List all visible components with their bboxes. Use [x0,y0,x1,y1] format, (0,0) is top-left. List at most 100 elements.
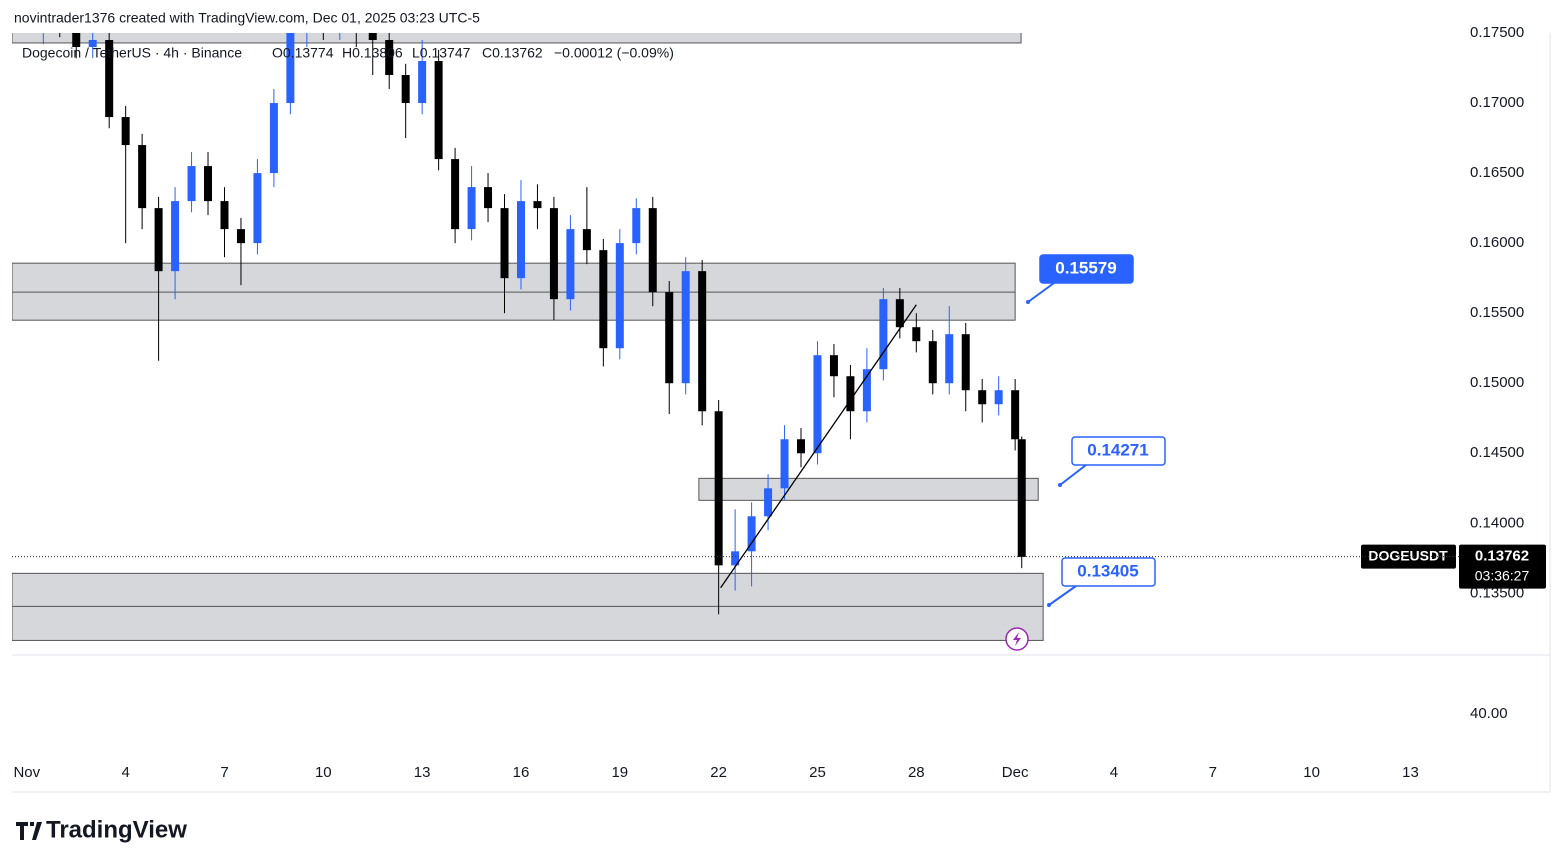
y-tick-label: 0.16000 [1470,234,1524,251]
callout-label: 0.15579 [1055,258,1116,277]
candle-body [928,341,937,384]
plot [12,33,1044,641]
callout-label: 0.14271 [1087,440,1148,459]
x-tick-label: 13 [1402,764,1419,781]
footer-logo: TradingView [16,816,187,843]
zone [12,33,1022,44]
candle-body [862,369,871,412]
overlay: 0.15579 0.14271 0.13405 DOGEUSDT 0.13762 03:3… [1005,254,1546,722]
candle-body [220,201,229,230]
candle-body [764,488,773,517]
candle-body [961,334,970,391]
x-tick-label: Nov [13,764,40,781]
x-tick-label: 10 [315,764,332,781]
candle-body [269,103,278,174]
candle-body [1011,390,1020,440]
candle-body [253,173,262,244]
candle-body [1017,439,1026,557]
callout-dot [1026,300,1030,304]
y-tick-label: 0.15500 [1470,304,1524,321]
legend-close: C0.13762 [482,45,543,61]
y-tick-label: 0.14000 [1470,514,1524,531]
x-tick-label: 7 [220,764,228,781]
candle-body [846,376,855,412]
candle-body [681,271,690,384]
candle-body [714,411,723,566]
candle-body [385,40,394,76]
callout-label: 0.13405 [1077,561,1138,580]
x-tick-label: 19 [611,764,628,781]
trendline [720,304,917,589]
candle-body [516,201,525,279]
candle-body [105,40,114,118]
candle-body [978,390,987,405]
candle-body [912,327,921,342]
candle-body [187,166,196,202]
candle-body [138,145,147,209]
candle-body [88,40,97,48]
symbol-badge [1361,544,1456,569]
footer-text: TradingView [46,816,187,843]
callout-box [1061,557,1156,587]
callout-pointer [1059,464,1087,486]
candle-body [451,159,460,230]
x-tick-label: 25 [809,764,826,781]
legend-low: L0.13747 [412,45,471,61]
candle-body [154,208,163,272]
candle-body [895,299,904,328]
candle-body [829,355,838,377]
callout-box [1039,254,1134,284]
header: novintrader1376 created with TradingView… [14,10,480,26]
legend-open: O0.13774 [272,45,334,61]
candle-body [484,187,493,209]
x-tick-label: 22 [710,764,727,781]
x-tick-label: 7 [1209,764,1217,781]
candle-body [797,439,806,454]
callout-dot [1058,483,1062,487]
candle-body [368,33,377,41]
alert-bolt [1013,632,1021,646]
candle-body [665,292,674,384]
callout-pointer [1027,282,1055,303]
candle-body [698,271,707,412]
symbol-label: DOGEUSDT [1368,547,1448,563]
price-label: 0.13762 [1475,548,1529,565]
candle-body [286,33,295,104]
candle-body [418,61,427,104]
candle-body [731,551,740,566]
legend-symbol: Dogecoin / TetherUS · 4h · Binance [22,45,242,61]
candle-body [615,243,624,349]
x-tick-label: 16 [513,764,530,781]
zone [698,477,1039,501]
candle-body [780,439,789,489]
callout-pointer [1048,585,1077,606]
candle-body [994,390,1003,405]
x-tick-label: Dec [1002,764,1029,781]
candle-body [879,299,888,370]
y-tick-label: 0.17000 [1470,94,1524,111]
x-tick-label: 4 [1110,764,1118,781]
candle-body [500,208,509,279]
candle-body [467,187,476,230]
candle-body [121,117,130,146]
candle-body [533,201,542,209]
candle-body [747,516,756,552]
x-tick-label: 4 [121,764,129,781]
candle-body [549,208,558,300]
y-tick-label: 0.14500 [1470,444,1524,461]
countdown-label: 03:36:27 [1475,567,1530,583]
x-tick-label: 10 [1303,764,1320,781]
candle-body [171,201,180,272]
legend-high: H0.13806 [342,45,403,61]
candle-body [72,33,81,48]
candle-body [566,229,575,300]
y-tick-label: 0.15000 [1470,374,1524,391]
candle-body [813,355,822,454]
candle-body [582,229,591,251]
candle-body [401,75,410,104]
candle-body [648,208,657,293]
candle-body [599,250,608,349]
x-tick-label: 13 [414,764,431,781]
candle-body [204,166,213,202]
